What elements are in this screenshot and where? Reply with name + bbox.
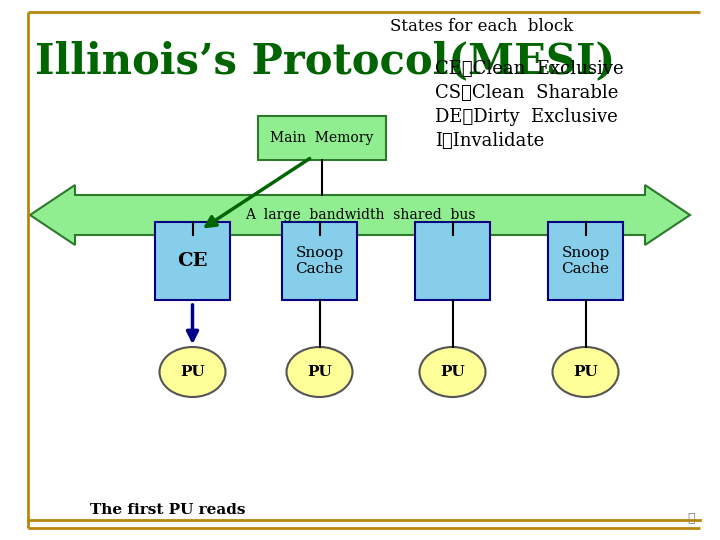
- Text: PU: PU: [440, 365, 465, 379]
- Text: Snoop
Cache: Snoop Cache: [295, 246, 343, 276]
- Text: 🔈: 🔈: [688, 512, 695, 525]
- Bar: [415, 222, 490, 300]
- Text: CE: CE: [177, 252, 208, 270]
- Text: PU: PU: [573, 365, 598, 379]
- Bar: [155, 222, 230, 300]
- Ellipse shape: [420, 347, 485, 397]
- Text: CS：Clean  Sharable: CS：Clean Sharable: [435, 84, 618, 102]
- Text: Main  Memory: Main Memory: [270, 131, 374, 145]
- Text: The first PU reads: The first PU reads: [90, 503, 246, 517]
- Text: I：Invalidate: I：Invalidate: [435, 132, 544, 150]
- Text: DE：Dirty  Exclusive: DE：Dirty Exclusive: [435, 108, 618, 126]
- Ellipse shape: [552, 347, 618, 397]
- Text: PU: PU: [307, 365, 332, 379]
- Text: PU: PU: [180, 365, 205, 379]
- Bar: [548, 222, 623, 300]
- Polygon shape: [30, 185, 690, 245]
- Bar: [282, 222, 357, 300]
- Ellipse shape: [287, 347, 353, 397]
- Text: Snoop
Cache: Snoop Cache: [562, 246, 610, 276]
- Text: Illinois’s Protocol(MESI): Illinois’s Protocol(MESI): [35, 40, 616, 82]
- Text: A  large  bandwidth  shared  bus: A large bandwidth shared bus: [245, 208, 475, 222]
- Ellipse shape: [160, 347, 225, 397]
- Text: CE：Clean  Exclusive: CE：Clean Exclusive: [435, 60, 624, 78]
- Bar: [258, 116, 386, 160]
- Text: States for each  block: States for each block: [390, 18, 573, 35]
